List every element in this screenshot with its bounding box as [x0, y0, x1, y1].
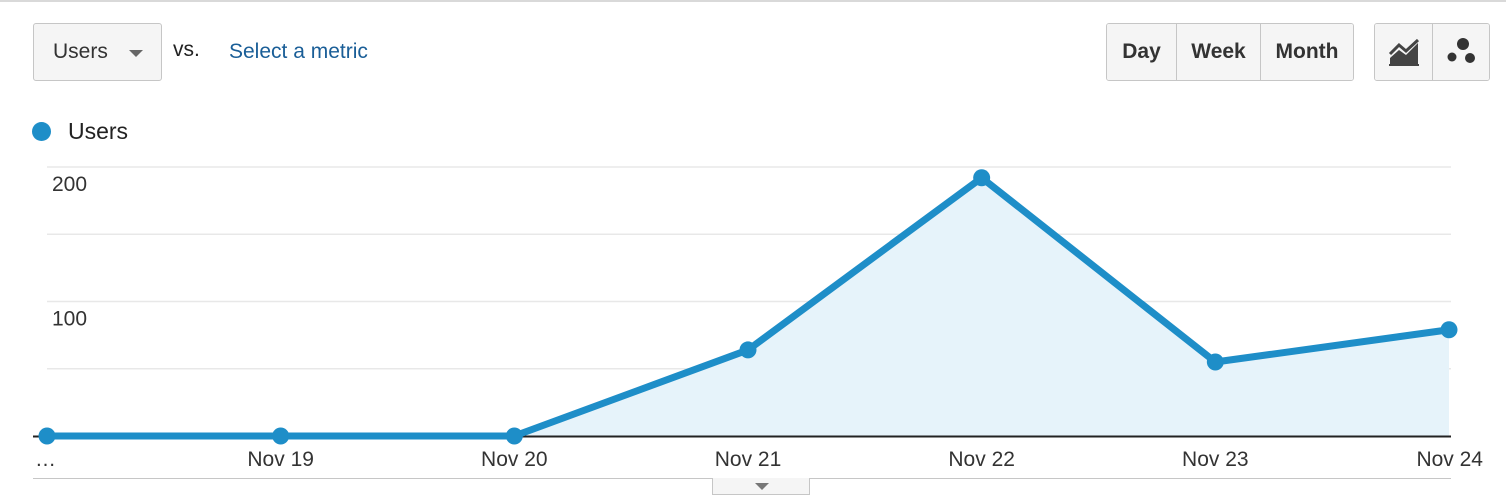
expand-caret-icon	[755, 483, 769, 490]
x-tick-label-6: Nov 24	[1416, 448, 1483, 471]
x-tick-label-4: Nov 22	[948, 448, 1015, 471]
x-tick-label-0: …	[35, 448, 56, 471]
top-divider	[0, 0, 1506, 2]
line-chart-icon	[1388, 38, 1419, 66]
primary-metric-label: Users	[53, 40, 108, 63]
data-point-6	[1440, 321, 1458, 339]
data-point-1	[272, 427, 290, 445]
line-chart-button[interactable]	[1375, 24, 1432, 80]
chart-gridlines	[47, 166, 1451, 370]
chart-points	[38, 169, 1458, 445]
select-metric-link[interactable]: Select a metric	[229, 40, 368, 63]
y-tick-label-200: 200	[52, 173, 87, 196]
x-tick-label-1: Nov 19	[247, 448, 314, 471]
dropdown-caret-icon	[129, 50, 143, 57]
chart-legend: Users	[32, 118, 128, 145]
x-tick-labels: … Nov 19 Nov 20 Nov 21 Nov 22 Nov 23 Nov 24	[35, 448, 1483, 471]
y-tick-labels: 100 200	[52, 173, 87, 331]
period-toggle: Day Week Month	[1106, 23, 1354, 81]
chart-type-toggle	[1374, 23, 1490, 81]
period-week-button[interactable]: Week	[1176, 24, 1260, 80]
data-point-2	[505, 427, 523, 445]
data-point-3	[739, 341, 757, 359]
x-tick-label-3: Nov 21	[715, 448, 782, 471]
area-fill	[47, 177, 1449, 436]
legend-swatch-users	[32, 122, 51, 141]
primary-metric-dropdown[interactable]: Users	[33, 23, 162, 81]
versus-label: vs.	[173, 38, 200, 61]
data-point-4	[973, 169, 991, 187]
motion-chart-button[interactable]	[1432, 24, 1489, 80]
chart-area	[47, 177, 1449, 436]
expand-chart-toggle[interactable]	[712, 478, 810, 495]
period-day-button[interactable]: Day	[1107, 24, 1176, 80]
x-tick-label-5: Nov 23	[1182, 448, 1249, 471]
motion-chart-icon	[1447, 38, 1475, 63]
data-point-0	[38, 427, 56, 445]
legend-label-users: Users	[68, 118, 129, 144]
data-point-5	[1206, 353, 1224, 371]
x-tick-label-2: Nov 20	[481, 448, 548, 471]
period-month-button[interactable]: Month	[1260, 24, 1353, 80]
y-tick-label-100: 100	[52, 308, 87, 331]
